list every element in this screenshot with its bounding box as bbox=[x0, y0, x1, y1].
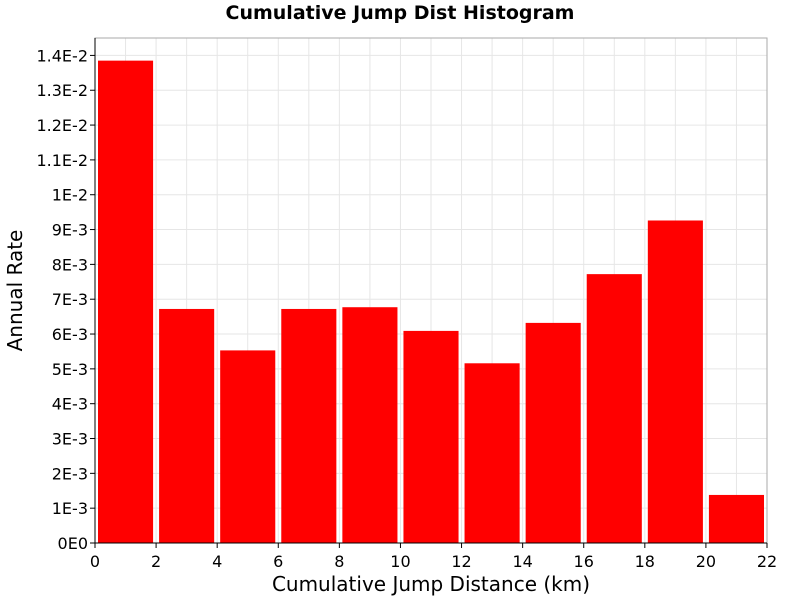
x-tick-label: 22 bbox=[757, 552, 777, 571]
histogram-bar bbox=[647, 220, 703, 543]
histogram-bar bbox=[403, 330, 459, 543]
chart-title: Cumulative Jump Dist Histogram bbox=[225, 2, 575, 24]
histogram-bar bbox=[708, 494, 764, 543]
histogram-bar bbox=[281, 308, 337, 543]
y-tick-label: 4E-3 bbox=[52, 395, 88, 414]
x-tick-label: 18 bbox=[635, 552, 655, 571]
x-tick-label: 2 bbox=[151, 552, 161, 571]
x-tick-label: 8 bbox=[334, 552, 344, 571]
x-tick-label: 10 bbox=[390, 552, 410, 571]
y-tick-label: 6E-3 bbox=[52, 325, 88, 344]
y-tick-label: 8E-3 bbox=[52, 255, 88, 274]
y-axis-ticks: 0E0 1E-3 2E-3 3E-3 4E-3 5E-3 6E-3 7E-3 8E-3 9E-3 1… bbox=[36, 46, 95, 553]
histogram-bar bbox=[159, 308, 215, 543]
histogram-bars bbox=[98, 60, 764, 543]
histogram-bar bbox=[586, 274, 642, 543]
y-tick-label: 5E-3 bbox=[52, 360, 88, 379]
y-tick-label: 1.3E-2 bbox=[36, 81, 88, 100]
x-tick-label: 6 bbox=[273, 552, 283, 571]
y-axis-label: Annual Rate bbox=[3, 230, 27, 352]
y-tick-label: 9E-3 bbox=[52, 221, 88, 240]
y-tick-label: 0E0 bbox=[58, 534, 88, 553]
y-tick-label: 1.2E-2 bbox=[36, 116, 88, 135]
y-tick-label: 1E-3 bbox=[52, 499, 88, 518]
x-tick-label: 20 bbox=[696, 552, 716, 571]
x-axis-ticks: 0 2 4 6 8 10 12 14 16 18 20 22 bbox=[90, 543, 777, 571]
axes bbox=[94, 38, 767, 544]
histogram-bar bbox=[464, 363, 520, 543]
x-tick-label: 4 bbox=[212, 552, 222, 571]
y-tick-label: 7E-3 bbox=[52, 290, 88, 309]
histogram-bar bbox=[220, 350, 276, 543]
x-tick-label: 14 bbox=[512, 552, 532, 571]
x-axis-label: Cumulative Jump Distance (km) bbox=[272, 572, 590, 596]
y-tick-label: 1.4E-2 bbox=[36, 46, 88, 65]
y-tick-label: 1.1E-2 bbox=[36, 151, 88, 170]
x-tick-label: 0 bbox=[90, 552, 100, 571]
x-tick-label: 12 bbox=[451, 552, 471, 571]
x-tick-label: 16 bbox=[574, 552, 594, 571]
y-tick-label: 2E-3 bbox=[52, 464, 88, 483]
histogram-bar bbox=[98, 60, 154, 543]
y-tick-label: 1E-2 bbox=[52, 186, 88, 205]
histogram-bar bbox=[525, 322, 581, 543]
histogram-bar bbox=[342, 307, 398, 543]
y-tick-label: 3E-3 bbox=[52, 430, 88, 449]
